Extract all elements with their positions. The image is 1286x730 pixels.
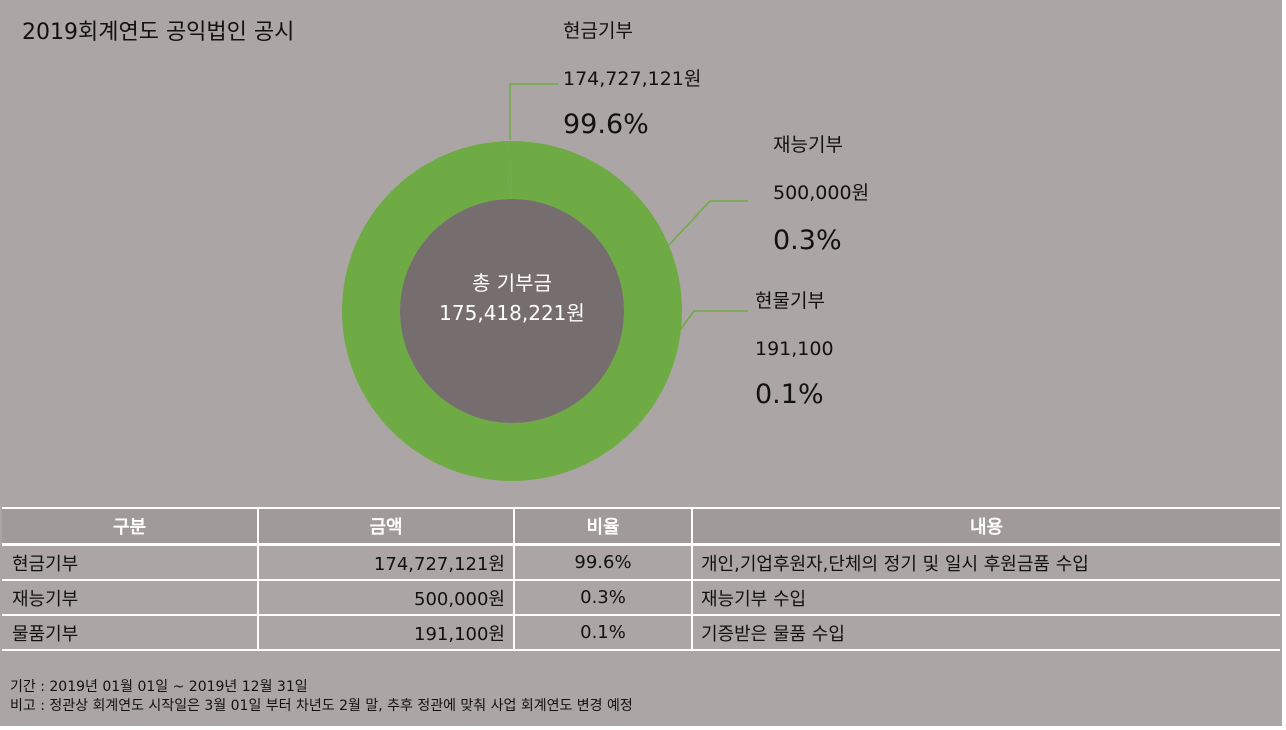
cell-description: 개인,기업후원자,단체의 정기 및 일시 후원금품 수입 [691, 544, 1280, 581]
slice-name: 현물기부 [755, 290, 825, 312]
donut-slice-0 [341, 141, 682, 481]
slice-name: 재능기부 [773, 134, 843, 156]
page-title: 2019회계연도 공익법인 공시 [22, 20, 295, 45]
leader-line-0 [509, 83, 558, 140]
table-header-row: 구분 금액 비율 내용 [2, 507, 1280, 546]
donut-slice-2 [510, 141, 512, 200]
cell-amount: 500,000원 [257, 580, 514, 616]
cell-ratio: 99.6% [513, 544, 692, 581]
donut-slice-1 [507, 141, 512, 200]
cell-amount: 174,727,121원 [257, 544, 514, 581]
chart-center-label: 총 기부금 175,418,221원 [414, 268, 610, 328]
cell-category: 현금기부 [2, 544, 258, 581]
period-note: 기간 : 2019년 01월 01일 ~ 2019년 12월 31일 [10, 679, 308, 695]
cell-ratio: 0.1% [513, 615, 692, 651]
col-header-ratio: 비율 [513, 507, 692, 546]
col-header-description: 내용 [691, 507, 1280, 546]
table-row: 물품기부 191,100원 0.1% 기증받은 물품 수입 [2, 615, 1280, 651]
table-row: 현금기부 174,727,121원 99.6% 개인,기업후원자,단체의 정기 … [2, 544, 1280, 581]
cell-category: 재능기부 [2, 580, 258, 616]
total-amount: 175,418,221원 [439, 301, 585, 325]
slice-percent: 0.1% [755, 379, 824, 410]
cell-amount: 191,100원 [257, 615, 514, 651]
leader-line-1 [667, 200, 748, 247]
slice-label-talent: 재능기부 500,000원 0.3% [773, 132, 869, 258]
footnotes: 기간 : 2019년 01월 01일 ~ 2019년 12월 31일 비고 : … [10, 678, 633, 716]
total-title: 총 기부금 [472, 271, 552, 295]
cell-description: 기증받은 물품 수입 [691, 615, 1280, 651]
cell-ratio: 0.3% [513, 580, 692, 616]
slice-name: 현금기부 [563, 20, 633, 42]
donut-hole [400, 199, 624, 423]
cell-category: 물품기부 [2, 615, 258, 651]
col-header-category: 구분 [2, 507, 258, 546]
leader-line-2 [679, 310, 748, 331]
slice-amount: 174,727,121원 [563, 68, 702, 90]
cell-description: 재능기부 수입 [691, 580, 1280, 616]
donation-table: 구분 금액 비율 내용 현금기부 174,727,121원 99.6% 개인,기… [2, 507, 1280, 651]
table-row: 재능기부 500,000원 0.3% 재능기부 수입 [2, 580, 1280, 616]
slice-amount: 500,000원 [773, 182, 870, 204]
slice-label-cash: 현금기부 174,727,121원 99.6% [563, 18, 701, 142]
remark-note: 비고 : 정관상 회계연도 시작일은 3월 01일 부터 차년도 2월 말, 추… [10, 698, 633, 714]
slice-amount: 191,100 [755, 338, 834, 360]
col-header-amount: 금액 [257, 507, 514, 546]
slice-label-goods: 현물기부 191,100 0.1% [755, 288, 834, 412]
slice-percent: 99.6% [563, 109, 649, 140]
donut-chart [341, 83, 748, 481]
slice-percent: 0.3% [773, 225, 842, 256]
